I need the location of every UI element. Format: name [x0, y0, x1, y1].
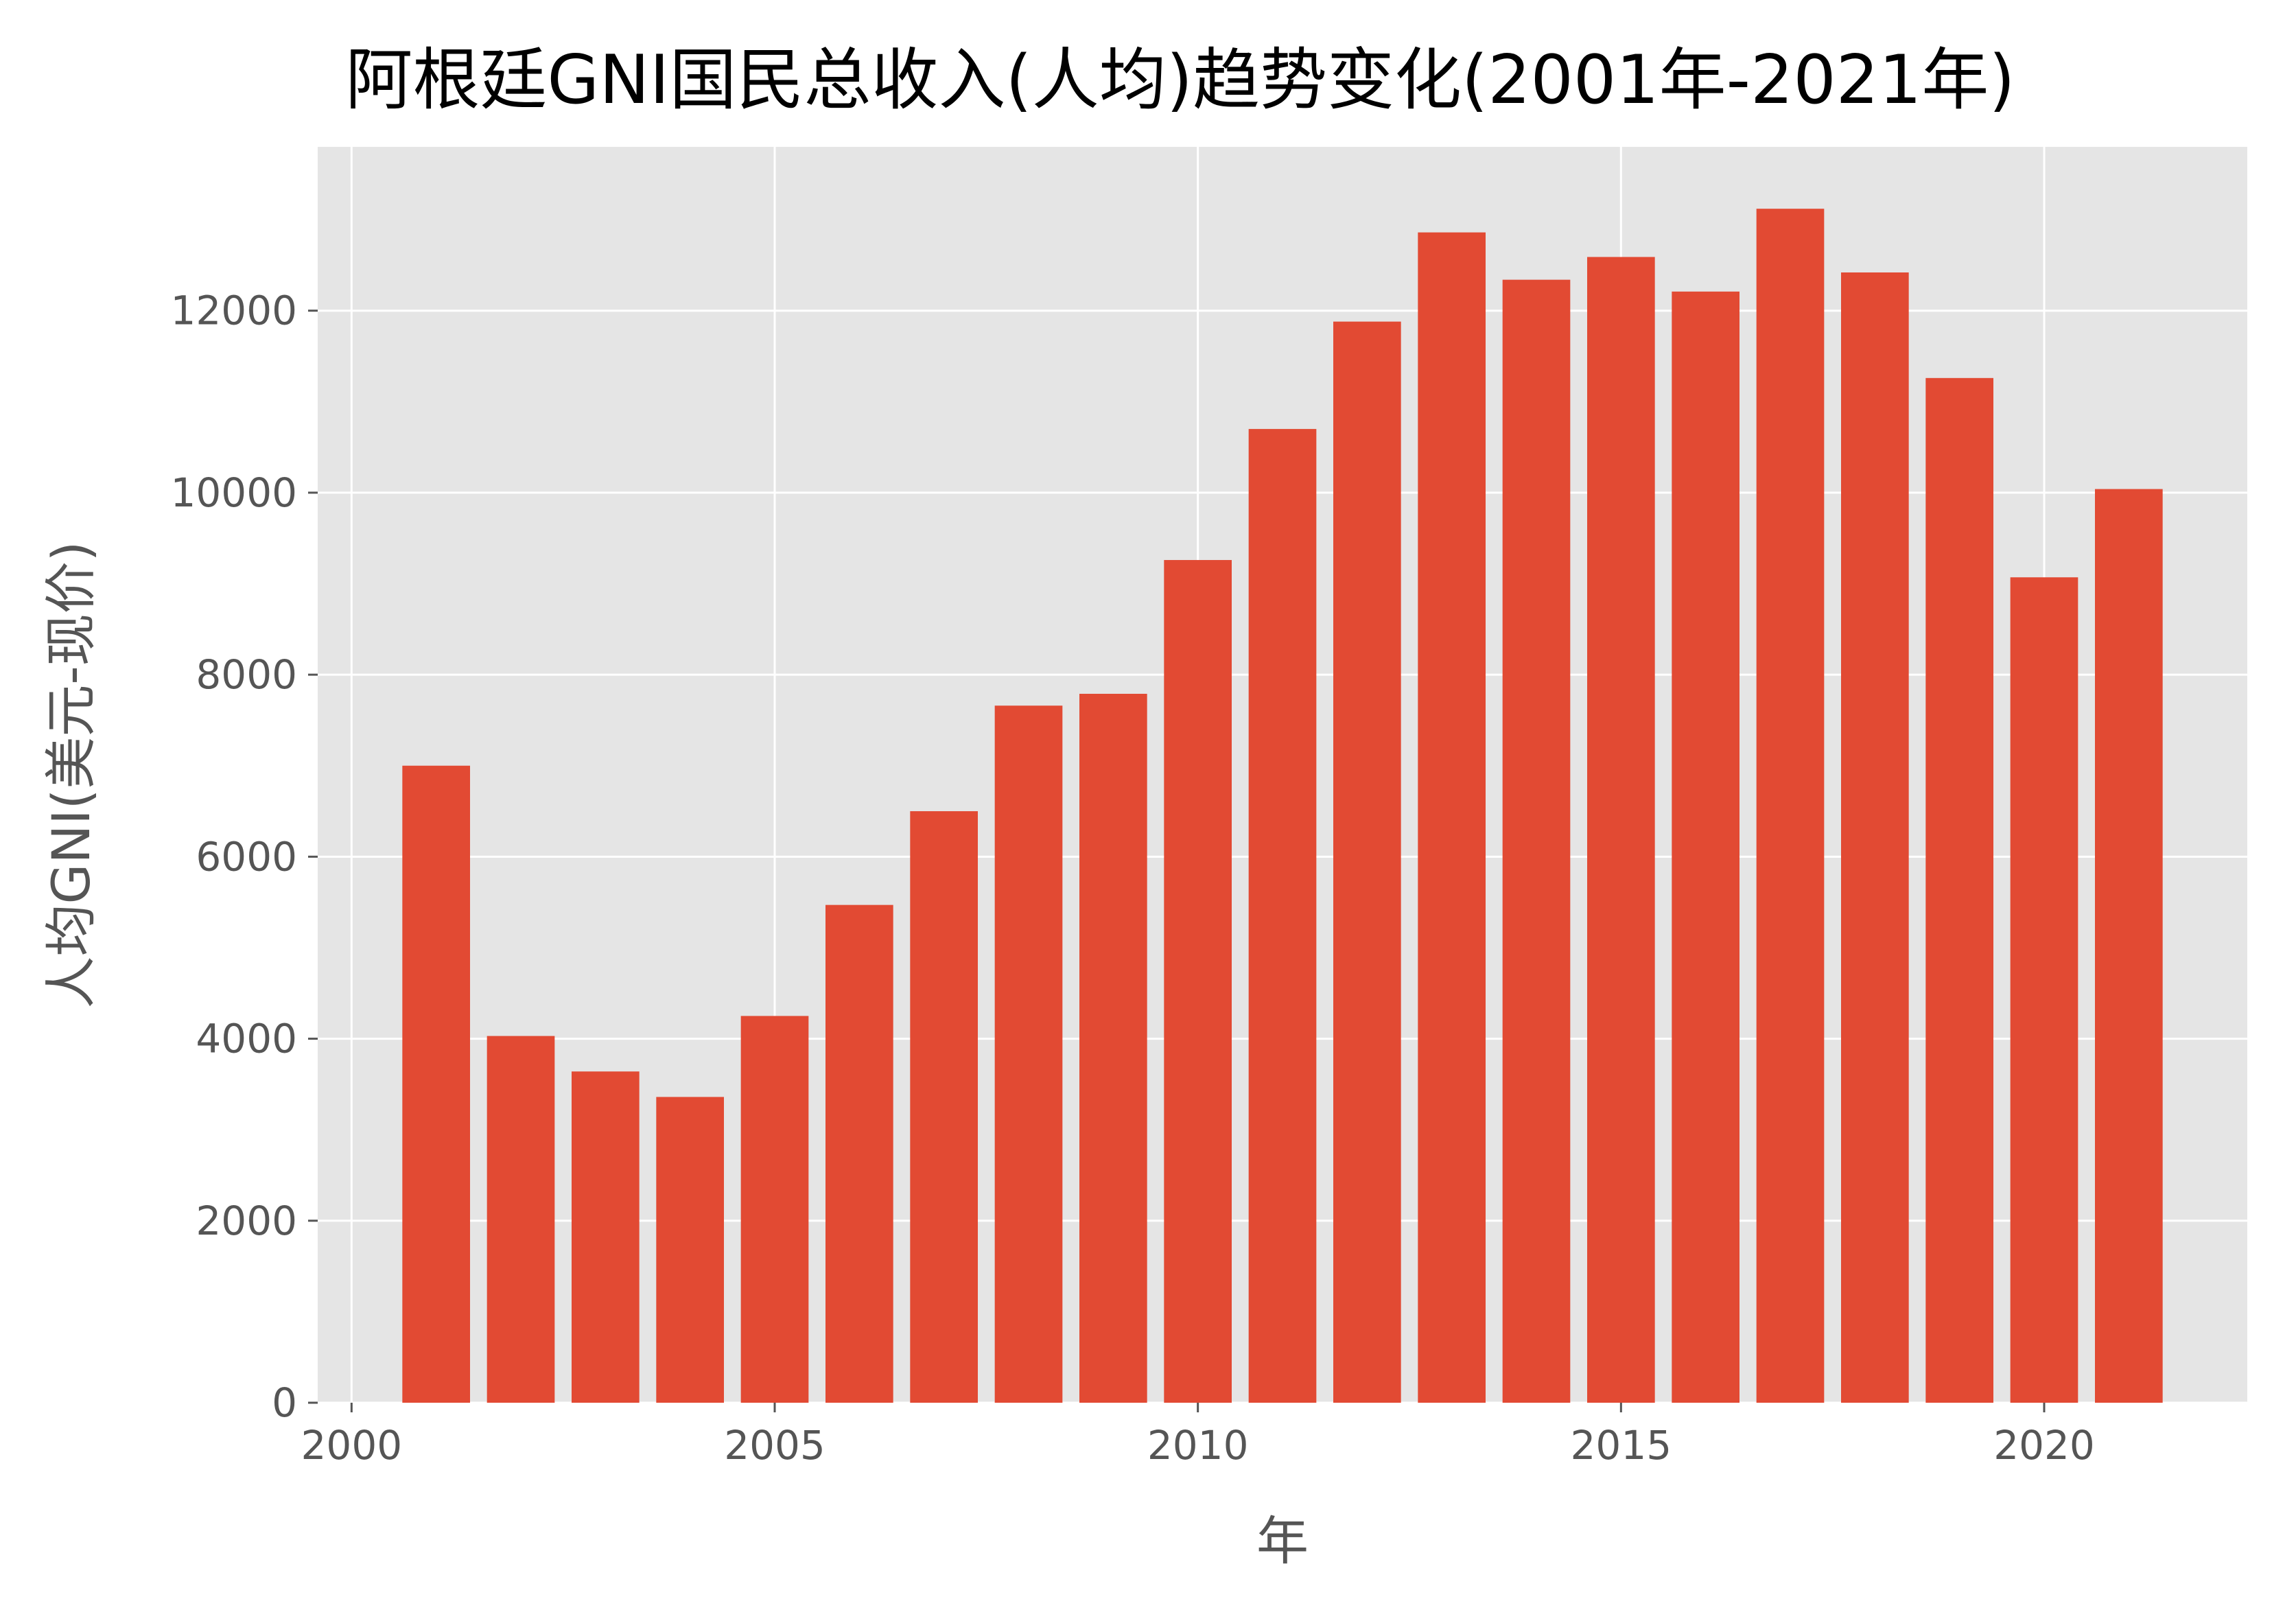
bar-2018	[1841, 272, 1909, 1403]
y-tick-label: 0	[272, 1379, 297, 1426]
y-axis-label: 人均GNI(美元-现价)	[40, 541, 102, 1009]
bar-2003	[572, 1071, 640, 1403]
x-axis-label: 年	[1256, 1510, 1309, 1572]
x-tick-label: 2010	[1147, 1422, 1249, 1469]
bar-2013	[1418, 232, 1486, 1403]
bar-2016	[1672, 291, 1739, 1403]
x-tick-label: 2020	[1993, 1422, 2095, 1469]
y-tick-label: 10000	[170, 469, 297, 516]
y-tick-label: 2000	[196, 1198, 297, 1244]
bar-2004	[656, 1097, 724, 1403]
axis-ticks: 2000 2005 2010 2015 202002000400060008000100…	[170, 288, 2094, 1469]
y-tick-label: 4000	[196, 1016, 297, 1062]
bar-2012	[1333, 321, 1401, 1403]
y-tick-label: 8000	[196, 651, 297, 698]
bar-2008	[994, 705, 1063, 1403]
x-tick-label: 2005	[724, 1422, 825, 1469]
bar-2017	[1756, 209, 1825, 1403]
y-tick-label: 6000	[196, 833, 297, 880]
bar-2020	[2010, 577, 2078, 1403]
chart-title: 阿根廷GNI国民总收入(人均)趋势变化(2001年-2021年)	[345, 41, 2015, 119]
bar-2007	[910, 811, 978, 1403]
bar-2009	[1079, 693, 1147, 1403]
x-tick-label: 2015	[1571, 1422, 1672, 1469]
bar-2006	[825, 904, 893, 1403]
bar-2021	[2095, 489, 2163, 1403]
bar-2015	[1587, 257, 1655, 1403]
bar-2005	[740, 1016, 809, 1403]
bar-2002	[487, 1036, 555, 1403]
bar-2011	[1248, 429, 1317, 1403]
x-tick-label: 2000	[301, 1422, 403, 1469]
bar-2019	[1925, 377, 1993, 1403]
bars	[402, 209, 2163, 1403]
bar-2010	[1164, 560, 1232, 1403]
y-tick-label: 12000	[170, 288, 297, 334]
bar-2014	[1502, 279, 1571, 1403]
bar-2001	[402, 765, 470, 1403]
